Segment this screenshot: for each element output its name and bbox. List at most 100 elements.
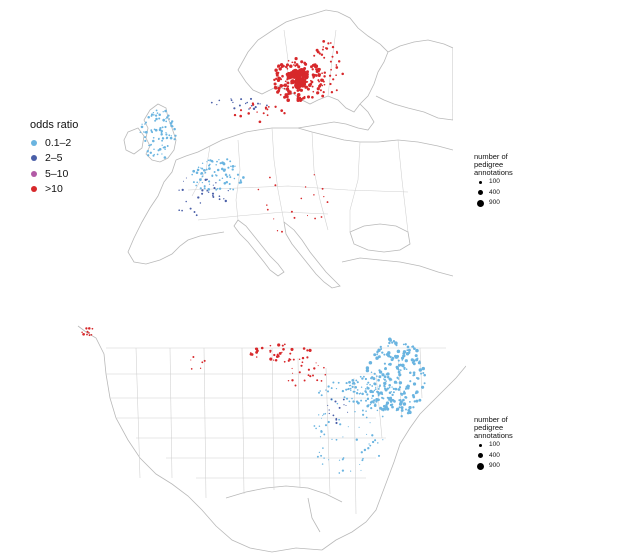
map-point [381,373,385,377]
map-point [365,368,370,373]
map-point [212,196,215,198]
map-point [423,373,426,377]
map-point [395,344,398,347]
map-point [189,207,192,210]
map-point [356,381,359,384]
map-point [373,399,376,402]
map-point [178,209,181,212]
map-point [338,472,341,474]
map-point [162,111,164,113]
map-point [164,148,166,150]
odds-ratio-legend: odds ratio 0.1–2 2–5 5–10 >10 [30,119,78,197]
map-point [199,367,202,369]
map-point [361,459,364,462]
map-point [236,173,240,176]
map-point [385,373,388,376]
map-point [394,387,398,391]
map-point [91,327,94,330]
map-point [196,181,199,184]
map-point [269,349,272,353]
map-point [376,390,378,393]
map-point [211,192,215,195]
map-point [312,374,314,377]
map-point [284,93,288,97]
map-point [367,404,370,407]
map-point [292,372,294,374]
map-point [407,348,411,352]
map-point [389,400,393,403]
map-point [405,368,408,371]
map-point [387,399,390,401]
map-point [343,404,345,406]
map-point [249,97,253,100]
map-point [273,353,276,357]
map-point [273,85,277,89]
map-point [283,343,286,346]
map-point [230,165,232,168]
map-point [195,214,198,217]
map-point [208,167,211,170]
map-point [139,131,142,134]
map-point [248,108,250,110]
na-coastlines [77,325,466,553]
map-point [155,109,158,112]
map-point [218,198,221,201]
map-point [404,359,408,363]
map-point [170,135,172,137]
map-point [174,134,177,137]
map-point [305,85,308,89]
size-dot-medium [477,453,483,459]
map-point [319,89,322,92]
map-point [418,368,422,372]
odds-ratio-swatch [31,170,37,177]
size-legend-item: 400 [474,188,534,199]
map-point [332,414,335,417]
map-point [383,378,385,380]
north-america-map [76,318,466,555]
map-point [144,123,146,125]
map-point [369,444,372,447]
map-point [262,112,265,115]
map-point [300,60,304,64]
map-point [249,107,251,109]
map-point [342,457,345,459]
map-point [361,377,364,380]
map-point [378,375,382,379]
map-point [358,426,360,428]
map-point [366,393,369,396]
map-point [165,133,168,136]
map-point [365,366,370,370]
map-point [360,399,363,402]
map-point [275,77,278,80]
map-point [384,367,387,370]
map-point [82,332,85,336]
europe-map [88,0,453,290]
map-point [256,111,258,113]
size-legend-europe: number of pedigree annotations 100 400 9… [474,153,534,209]
map-point [283,87,286,90]
map-point [294,64,297,67]
map-point [306,87,310,91]
map-point [317,74,321,77]
map-point [388,391,392,395]
size-legend-label: 100 [489,441,500,449]
map-point [154,128,158,132]
map-point [324,373,327,376]
map-point [260,346,264,350]
map-point [411,393,415,397]
map-point [203,185,206,188]
map-point [308,348,312,352]
map-point [329,60,332,63]
map-point [289,358,292,361]
map-point [315,48,319,52]
map-point [335,74,337,77]
size-dot-small [478,443,482,447]
map-point [143,131,145,133]
map-point [164,125,167,129]
map-point [398,386,402,389]
map-point [313,54,316,57]
map-point [371,390,375,394]
north-america-points [81,327,426,474]
map-point [413,373,416,377]
map-point [276,353,279,356]
